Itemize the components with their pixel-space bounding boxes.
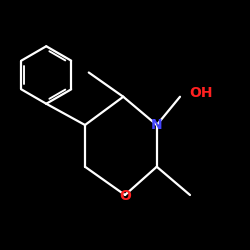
Text: O: O — [119, 189, 131, 203]
Text: N: N — [151, 118, 162, 132]
Text: OH: OH — [189, 86, 212, 100]
